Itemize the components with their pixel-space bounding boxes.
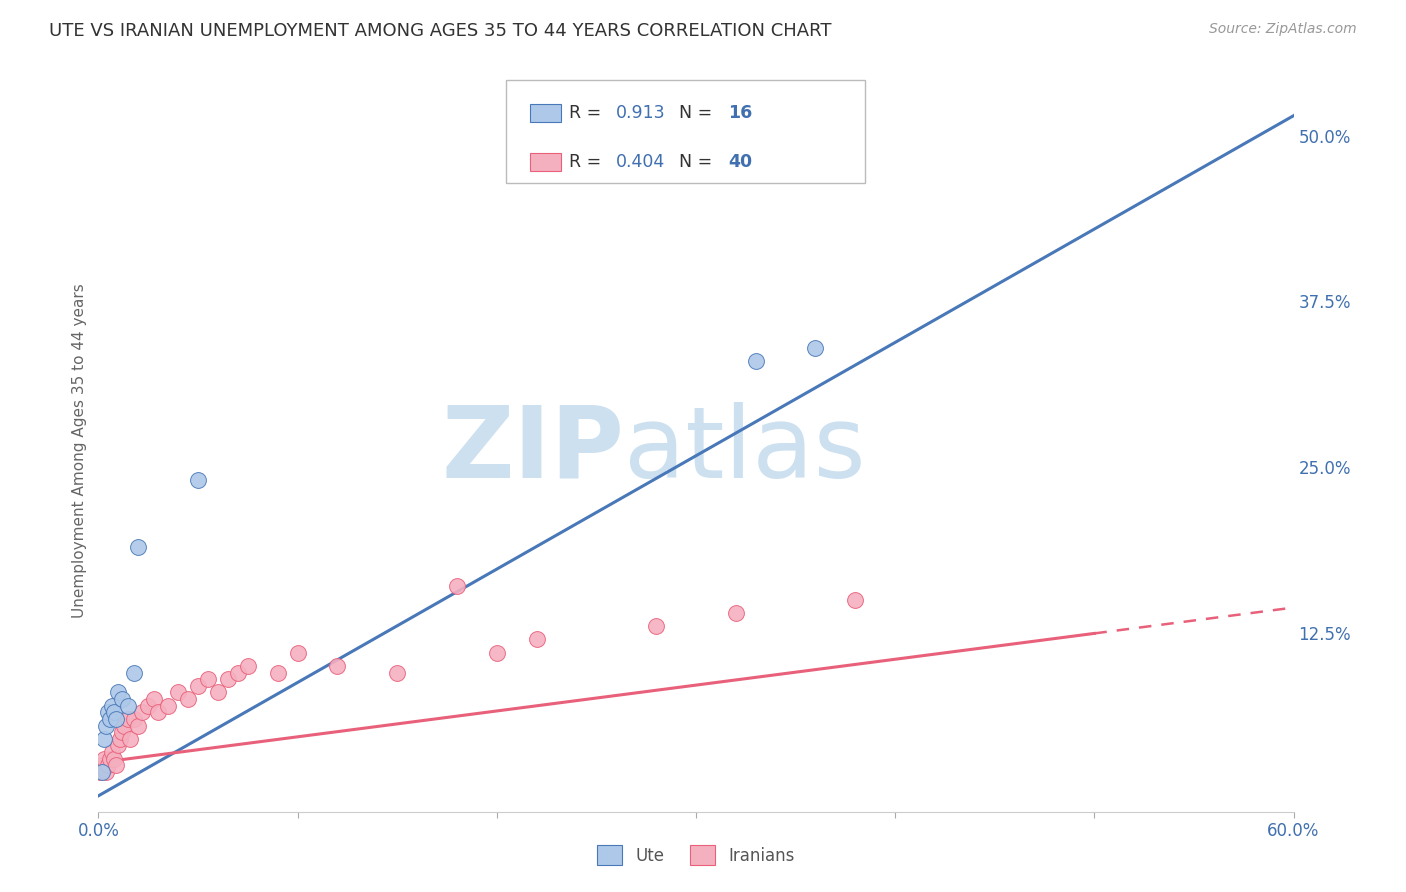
Text: N =: N = xyxy=(679,104,718,122)
Point xyxy=(101,698,124,713)
Point xyxy=(385,665,409,680)
Point xyxy=(110,731,132,746)
Point xyxy=(93,731,115,746)
Point xyxy=(93,752,115,766)
Point xyxy=(167,685,190,699)
Point xyxy=(844,592,866,607)
Point xyxy=(226,665,249,680)
Point xyxy=(117,712,139,726)
Point xyxy=(124,712,146,726)
Point xyxy=(107,685,129,699)
Point xyxy=(136,698,159,713)
Text: ZIP: ZIP xyxy=(441,402,624,499)
Point xyxy=(804,341,827,355)
Point xyxy=(96,764,118,779)
Point xyxy=(96,718,118,732)
Point xyxy=(103,752,125,766)
Text: UTE VS IRANIAN UNEMPLOYMENT AMONG AGES 35 TO 44 YEARS CORRELATION CHART: UTE VS IRANIAN UNEMPLOYMENT AMONG AGES 3… xyxy=(49,22,832,40)
Point xyxy=(111,692,134,706)
Point xyxy=(177,692,200,706)
Point xyxy=(287,646,309,660)
Text: 40: 40 xyxy=(728,153,752,171)
Point xyxy=(98,752,122,766)
Point xyxy=(101,745,124,759)
Y-axis label: Unemployment Among Ages 35 to 44 years: Unemployment Among Ages 35 to 44 years xyxy=(72,283,87,618)
Point xyxy=(117,698,139,713)
Point xyxy=(326,659,349,673)
Point xyxy=(105,758,128,772)
Point xyxy=(446,579,468,593)
Point xyxy=(645,619,668,633)
Point xyxy=(105,712,128,726)
Point xyxy=(236,659,259,673)
Point xyxy=(187,679,209,693)
Point xyxy=(745,354,768,368)
Text: atlas: atlas xyxy=(624,402,866,499)
Point xyxy=(143,692,166,706)
Point xyxy=(197,672,219,686)
Point xyxy=(120,731,142,746)
Point xyxy=(148,706,170,720)
Point xyxy=(103,706,125,720)
Point xyxy=(124,665,146,680)
Text: 16: 16 xyxy=(728,104,752,122)
Point xyxy=(107,739,129,753)
Point xyxy=(127,718,149,732)
Text: 0.404: 0.404 xyxy=(616,153,665,171)
Point xyxy=(207,685,229,699)
Text: R =: R = xyxy=(569,104,607,122)
Text: N =: N = xyxy=(679,153,718,171)
Point xyxy=(485,646,508,660)
Point xyxy=(91,764,114,779)
Point xyxy=(127,540,149,554)
Point xyxy=(267,665,290,680)
Point xyxy=(112,718,135,732)
Point xyxy=(89,764,111,779)
Text: 0.913: 0.913 xyxy=(616,104,665,122)
Text: R =: R = xyxy=(569,153,607,171)
Point xyxy=(217,672,239,686)
Point xyxy=(97,706,120,720)
Point xyxy=(157,698,180,713)
Point xyxy=(111,725,134,739)
Legend: Ute, Iranians: Ute, Iranians xyxy=(591,838,801,872)
Point xyxy=(131,706,153,720)
Text: Source: ZipAtlas.com: Source: ZipAtlas.com xyxy=(1209,22,1357,37)
Point xyxy=(91,758,114,772)
Point xyxy=(724,606,747,620)
Point xyxy=(98,712,122,726)
Point xyxy=(526,632,548,647)
Point xyxy=(97,758,120,772)
Point xyxy=(187,473,209,487)
